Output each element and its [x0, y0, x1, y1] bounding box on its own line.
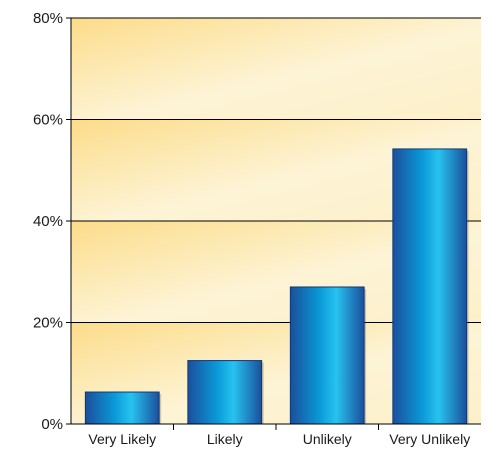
bar-group [187, 360, 264, 425]
bar [392, 148, 468, 425]
y-tick-label: 20% [33, 315, 63, 332]
x-tick-label: Very Unlikely [389, 431, 470, 447]
bar [187, 360, 263, 425]
bar-group [84, 391, 162, 425]
bars [84, 148, 469, 425]
bar [289, 286, 365, 425]
bar-group [289, 286, 367, 425]
y-tick-label: 60% [33, 112, 63, 129]
x-tick-label: Likely [207, 431, 243, 447]
bar [84, 391, 160, 425]
x-axis-ticks: Very Likely Likely Unlikely Very Unlikely [88, 424, 470, 447]
y-tick-label: 80% [33, 10, 63, 27]
y-tick-label: 40% [33, 213, 63, 230]
x-tick-label: Very Likely [88, 431, 156, 447]
x-tick-label: Unlikely [303, 431, 352, 447]
plot-band [71, 18, 481, 120]
bar-group [392, 148, 469, 425]
y-axis-ticks: 0% 20% 40% 60% 80% [33, 10, 71, 433]
y-tick-label: 0% [41, 416, 63, 433]
